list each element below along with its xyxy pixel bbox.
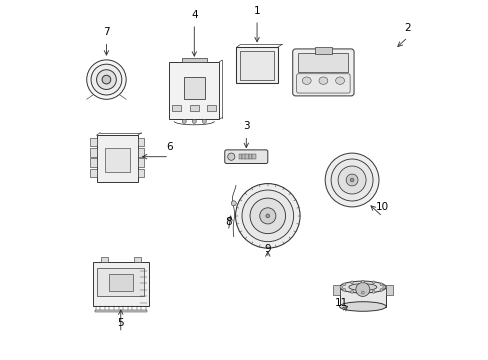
Text: 4: 4 <box>191 10 197 20</box>
Bar <box>251 154 255 159</box>
Bar <box>207 105 216 111</box>
FancyBboxPatch shape <box>93 262 148 306</box>
Circle shape <box>361 280 364 283</box>
Circle shape <box>379 283 382 286</box>
Text: 7: 7 <box>103 27 109 37</box>
Bar <box>298 53 347 72</box>
Bar <box>138 138 144 147</box>
Ellipse shape <box>302 77 310 84</box>
Circle shape <box>346 174 357 186</box>
Bar <box>183 77 204 99</box>
Bar <box>238 154 242 159</box>
Bar <box>172 105 181 111</box>
Text: 9: 9 <box>264 244 270 254</box>
Circle shape <box>192 119 196 123</box>
Bar <box>101 257 107 262</box>
Bar <box>96 135 138 182</box>
Circle shape <box>361 291 364 294</box>
Circle shape <box>349 178 353 182</box>
Bar <box>134 257 141 262</box>
Circle shape <box>355 283 369 296</box>
Circle shape <box>231 201 236 206</box>
Circle shape <box>96 70 116 89</box>
Ellipse shape <box>348 284 376 291</box>
Bar <box>242 154 245 159</box>
Circle shape <box>330 159 372 201</box>
Bar <box>169 62 219 119</box>
Circle shape <box>91 64 122 95</box>
Circle shape <box>235 184 300 248</box>
Bar <box>332 285 339 294</box>
Bar <box>90 169 96 177</box>
Circle shape <box>242 190 293 242</box>
Bar <box>108 274 133 291</box>
Text: 8: 8 <box>224 217 231 226</box>
Bar <box>189 105 199 111</box>
Bar <box>90 158 96 167</box>
Ellipse shape <box>318 77 327 84</box>
Circle shape <box>371 281 374 284</box>
Bar <box>314 47 331 54</box>
Circle shape <box>350 291 353 293</box>
Ellipse shape <box>339 302 386 311</box>
Circle shape <box>265 214 269 218</box>
Circle shape <box>342 288 345 291</box>
Bar <box>339 288 386 306</box>
Text: 6: 6 <box>165 143 172 152</box>
Bar <box>138 148 144 157</box>
Circle shape <box>182 119 186 123</box>
Ellipse shape <box>335 77 344 84</box>
FancyBboxPatch shape <box>224 150 267 163</box>
Circle shape <box>379 288 382 291</box>
Circle shape <box>102 75 111 84</box>
Text: 3: 3 <box>243 121 249 131</box>
Text: 5: 5 <box>117 319 124 328</box>
Circle shape <box>202 119 206 123</box>
Bar <box>97 268 144 296</box>
Bar <box>138 158 144 167</box>
Circle shape <box>86 60 126 99</box>
Circle shape <box>342 283 345 286</box>
Bar <box>240 51 274 80</box>
Bar <box>248 154 252 159</box>
Bar <box>386 285 392 294</box>
Bar <box>95 310 146 312</box>
Ellipse shape <box>94 90 118 98</box>
Circle shape <box>249 198 285 234</box>
Circle shape <box>350 281 353 284</box>
Text: 11: 11 <box>334 298 347 308</box>
Bar <box>90 148 96 157</box>
Bar <box>90 138 96 147</box>
Circle shape <box>227 153 234 160</box>
Bar <box>245 154 248 159</box>
Circle shape <box>339 285 342 288</box>
Circle shape <box>371 291 374 293</box>
Circle shape <box>382 285 385 288</box>
Ellipse shape <box>339 281 386 293</box>
Bar <box>138 169 144 177</box>
Circle shape <box>259 208 275 224</box>
FancyBboxPatch shape <box>292 49 353 96</box>
Text: 10: 10 <box>375 202 388 212</box>
Circle shape <box>337 166 366 194</box>
Text: 2: 2 <box>404 23 410 33</box>
FancyBboxPatch shape <box>296 74 349 93</box>
Text: 1: 1 <box>253 6 260 16</box>
Bar <box>104 148 129 171</box>
Bar <box>236 47 277 83</box>
Circle shape <box>325 153 378 207</box>
Bar <box>182 58 206 62</box>
